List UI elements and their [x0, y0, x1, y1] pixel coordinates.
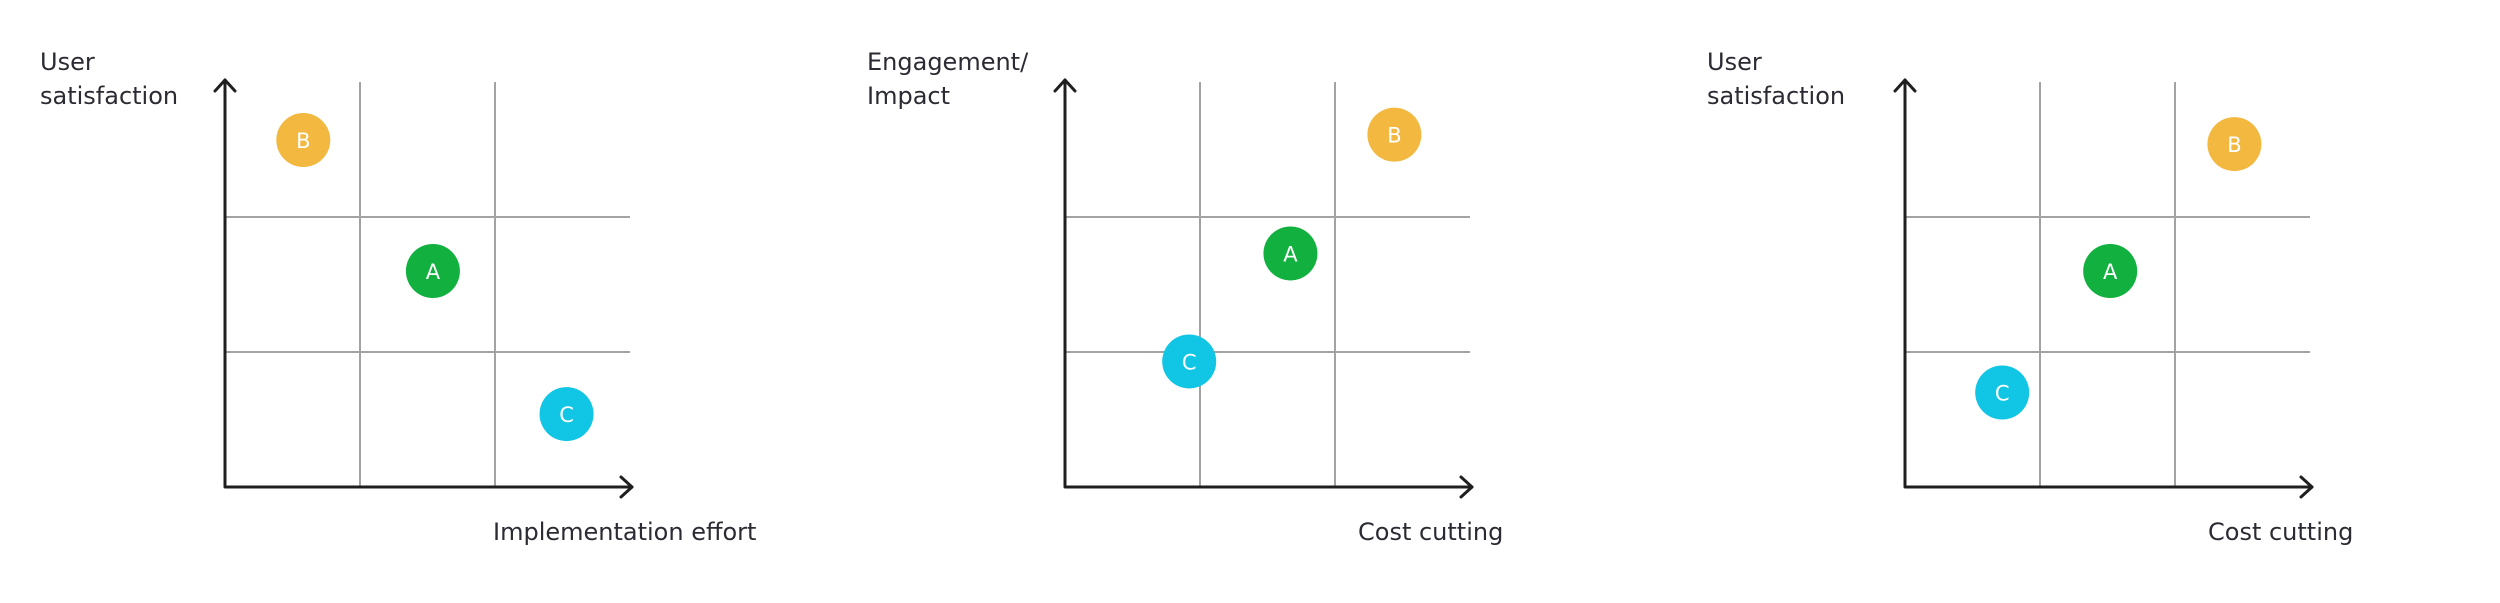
point-marker [1975, 365, 2030, 420]
y-axis-arrow-icon [1893, 78, 1917, 93]
point-label: C [559, 403, 574, 427]
axes [223, 78, 634, 489]
point-label: C [1995, 382, 2010, 406]
point-label: B [2227, 133, 2241, 157]
point-marker [1162, 334, 1217, 389]
point-b: B [1367, 107, 1422, 162]
point-c: C [539, 387, 594, 442]
point-a: A [1263, 226, 1318, 281]
x-axis-label: Implementation effort [493, 518, 756, 546]
y-axis-label: User satisfaction [40, 48, 178, 110]
x-axis-arrow-icon [619, 475, 634, 499]
point-marker [1367, 107, 1422, 162]
point-label: B [1387, 124, 1401, 148]
x-axis-label: Cost cutting [2208, 518, 2353, 546]
point-marker [405, 244, 460, 298]
point-marker [1263, 226, 1318, 281]
point-label: C [1182, 350, 1197, 374]
point-b: B [276, 113, 331, 168]
point-c: C [1162, 334, 1217, 389]
axes [1063, 78, 1474, 489]
x-axis-arrow-icon [2299, 475, 2314, 499]
point-c: C [1975, 365, 2030, 420]
point-label: B [296, 129, 310, 153]
chart-3: User satisfaction Cost cutting B A C [1707, 48, 2353, 546]
point-a: A [405, 244, 460, 298]
chart-2: Engagement/Impact Cost cutting B A C [867, 48, 1503, 546]
point-a: A [2083, 244, 2138, 298]
y-axis-arrow-icon [213, 78, 237, 93]
point-marker [2207, 117, 2262, 172]
point-label: A [2103, 260, 2118, 284]
point-marker [2083, 244, 2138, 298]
x-axis-label: Cost cutting [1358, 518, 1503, 546]
chart-1: User satisfaction Implementation effort B A C [40, 48, 756, 546]
point-marker [276, 113, 331, 168]
axes [1903, 78, 2314, 489]
point-marker [539, 387, 594, 442]
y-axis-arrow-icon [1053, 78, 1077, 93]
y-axis-label: Engagement/Impact [867, 48, 1029, 110]
point-label: A [1283, 242, 1298, 266]
point-label: A [426, 260, 441, 284]
y-axis-label: User satisfaction [1707, 48, 1845, 110]
x-axis-arrow-icon [1459, 475, 1474, 499]
point-b: B [2207, 117, 2262, 172]
